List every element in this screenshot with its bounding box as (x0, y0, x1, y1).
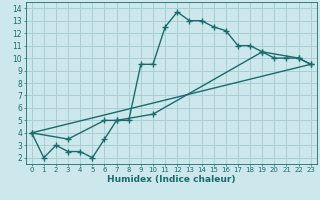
X-axis label: Humidex (Indice chaleur): Humidex (Indice chaleur) (107, 175, 236, 184)
